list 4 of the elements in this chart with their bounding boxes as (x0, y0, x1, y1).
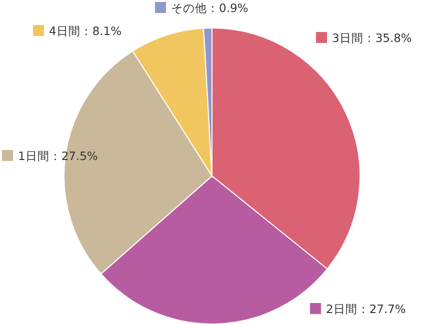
legend-label: 2日間：27.7% (326, 302, 406, 316)
legend-label: 3日間：35.8% (332, 31, 412, 45)
legend-label: 4日間：8.1% (49, 24, 122, 38)
legend-label: その他：0.9% (171, 1, 248, 15)
